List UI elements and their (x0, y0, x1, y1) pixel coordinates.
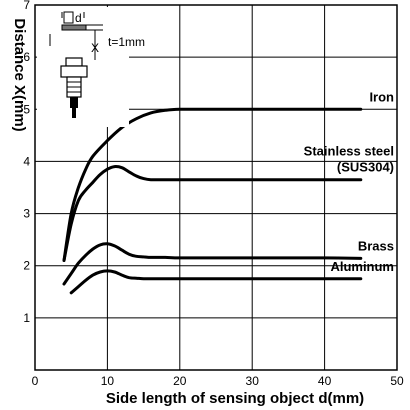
y-tick-label: 6 (23, 50, 30, 64)
series-label-3: Aluminum (330, 259, 394, 274)
series-label-0: Iron (369, 89, 394, 104)
y-tick-label: 5 (23, 102, 30, 116)
sensor-nut (60, 65, 88, 78)
y-tick-label: 7 (23, 0, 30, 12)
series-labels: Iron Stainless steel(SUS304) Brass Aluminum (304, 89, 394, 273)
y-tick-labels: 1 2 3 4 5 6 7 (23, 0, 30, 325)
x-tick-label: 0 (32, 374, 39, 388)
inset-label-d: d (75, 11, 82, 25)
plot-frame (34, 4, 398, 371)
y-tick-label: 3 (23, 207, 30, 221)
thickness-note: t=1mm (108, 35, 145, 49)
series-label-2: Brass (358, 238, 394, 253)
object-square (63, 11, 74, 24)
x-tick-label: 40 (318, 374, 332, 388)
x-tick-label: 30 (246, 374, 260, 388)
x-tick-label: 20 (173, 374, 187, 388)
series-line-1 (62, 165, 363, 262)
x-tick-label: 10 (101, 374, 115, 388)
x-tick-labels: 0 10 20 30 40 50 (32, 374, 404, 388)
series-label-1: Stainless steel (304, 144, 394, 159)
y-tick-label: 4 (23, 154, 30, 168)
series-line-2 (62, 242, 363, 286)
x-tick-label: 50 (390, 374, 404, 388)
series-label-1: (SUS304) (337, 160, 394, 175)
y-tick-label: 2 (23, 259, 30, 273)
sensor-head (65, 57, 83, 67)
series-line-0 (62, 107, 363, 262)
sensor-cable (72, 108, 76, 118)
series-line-3 (69, 269, 363, 295)
sensor-diagram: d X t=1mm (37, 7, 145, 127)
y-axis-title: Distance X(mm) (11, 18, 28, 131)
y-tick-label: 1 (23, 311, 30, 325)
x-axis-title: Side length of sensing object d(mm) (106, 390, 364, 407)
series-lines (62, 107, 363, 295)
inset-label-x: X (91, 41, 99, 55)
sensor-tail (70, 97, 78, 108)
sensing-object-plate (61, 24, 87, 31)
